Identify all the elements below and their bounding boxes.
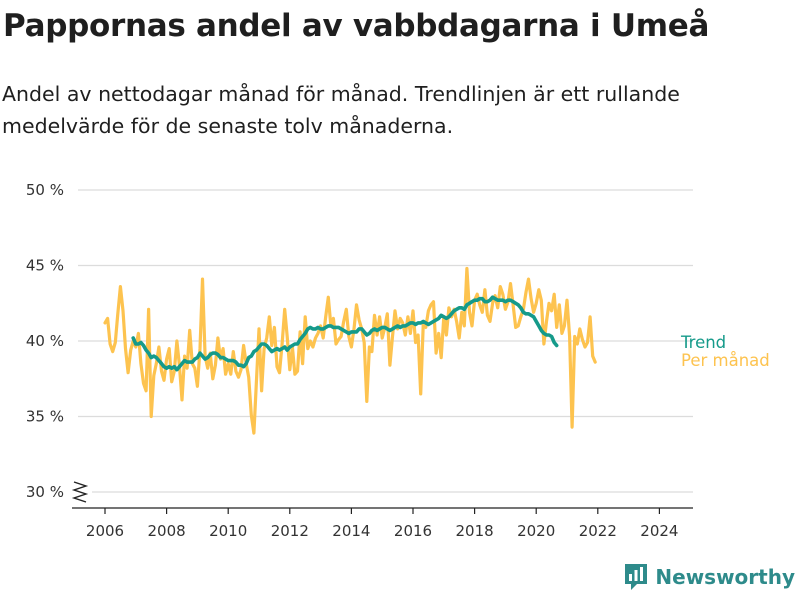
axis-break-icon xyxy=(71,481,89,503)
legend-label-per-manad: Per månad xyxy=(681,351,770,370)
series-layer xyxy=(103,266,597,435)
y-tick-label: 50 % xyxy=(26,181,64,199)
newsworthy-brand-name: Newsworthy xyxy=(655,565,795,589)
y-tick-label: 30 % xyxy=(26,483,64,501)
newsworthy-brand: Newsworthy xyxy=(623,562,795,592)
chart-title: Pappornas andel av vabbdagarna i Umeå xyxy=(3,8,710,44)
y-tick-label: 40 % xyxy=(26,332,64,350)
newsworthy-logo-icon xyxy=(625,564,648,590)
x-tick-label: 2006 xyxy=(86,522,124,540)
x-tick-label: 2010 xyxy=(209,522,247,540)
x-tick-label: 2014 xyxy=(332,522,370,540)
x-tick-label: 2024 xyxy=(640,522,678,540)
legend-label-trend: Trend xyxy=(680,333,726,352)
y-tick-label: 45 % xyxy=(26,257,64,275)
x-tick-label: 2012 xyxy=(271,522,309,540)
x-tick-label: 2018 xyxy=(456,522,494,540)
chart-subtitle: Andel av nettodagar månad för månad. Tre… xyxy=(2,82,680,138)
grid-layer xyxy=(78,189,693,493)
series-line-per-manad xyxy=(103,266,597,435)
x-tick-label: 2016 xyxy=(394,522,432,540)
axis-layer: 30 % 35 % 40 % 45 % 50 % 2006 2008 2010 2012 2014… xyxy=(26,181,693,540)
y-tick-label: 35 % xyxy=(26,408,64,426)
x-tick-label: 2008 xyxy=(148,522,186,540)
series-line-trend xyxy=(131,295,559,372)
x-tick-label: 2022 xyxy=(579,522,617,540)
x-tick-label: 2020 xyxy=(517,522,555,540)
